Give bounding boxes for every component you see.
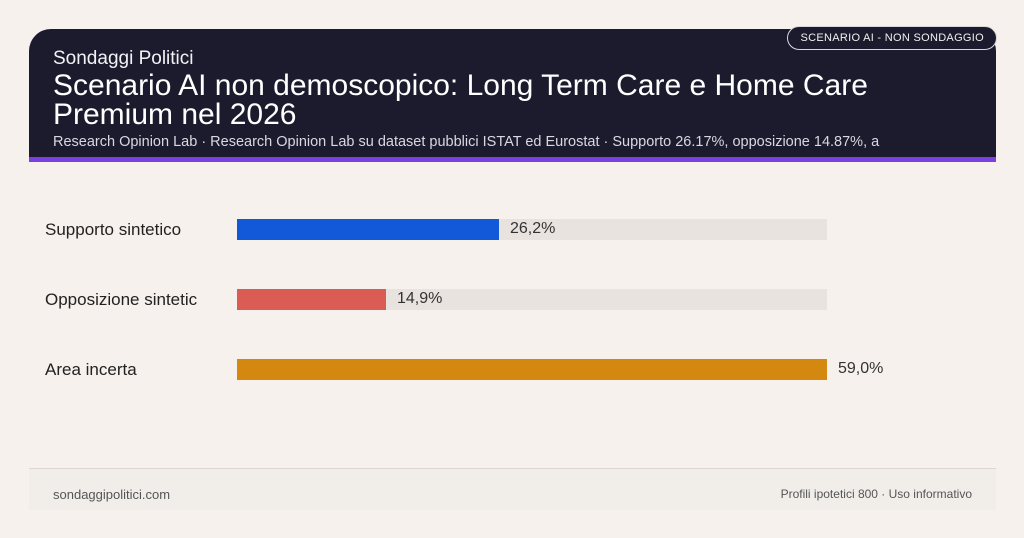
value-label: 59,0% [838, 360, 884, 377]
chart-title: Scenario AI non demoscopico: Long Term C… [53, 69, 868, 131]
footer-note: Profili ipotetici 800 · Uso informativo [780, 487, 972, 501]
header-panel: SCENARIO AI - NON SONDAGGIO Sondaggi Pol… [29, 26, 997, 157]
bar-track: 26,2% [237, 219, 827, 240]
category-label: Opposizione sintetic [45, 290, 198, 309]
chart-subtitle: Research Opinion Lab · Research Opinion … [53, 134, 880, 150]
value-label: 26,2% [510, 220, 556, 237]
bar-track: 59,0% [237, 359, 883, 380]
site-kicker: Sondaggi Politici [53, 48, 194, 69]
category-label: Supporto sintetico [45, 220, 182, 239]
scenario-badge: SCENARIO AI - NON SONDAGGIO [787, 26, 997, 50]
footer: sondaggipolitici.com Profili ipotetici 8… [29, 468, 996, 510]
bar-track: 14,9% [237, 289, 827, 310]
category-label: Area incerta [45, 360, 137, 379]
value-label: 14,9% [397, 290, 443, 307]
header-accent-line [29, 157, 996, 162]
bar [237, 359, 827, 380]
footer-site-link[interactable]: sondaggipolitici.com [53, 487, 171, 502]
bar [237, 289, 386, 310]
bar [237, 219, 499, 240]
